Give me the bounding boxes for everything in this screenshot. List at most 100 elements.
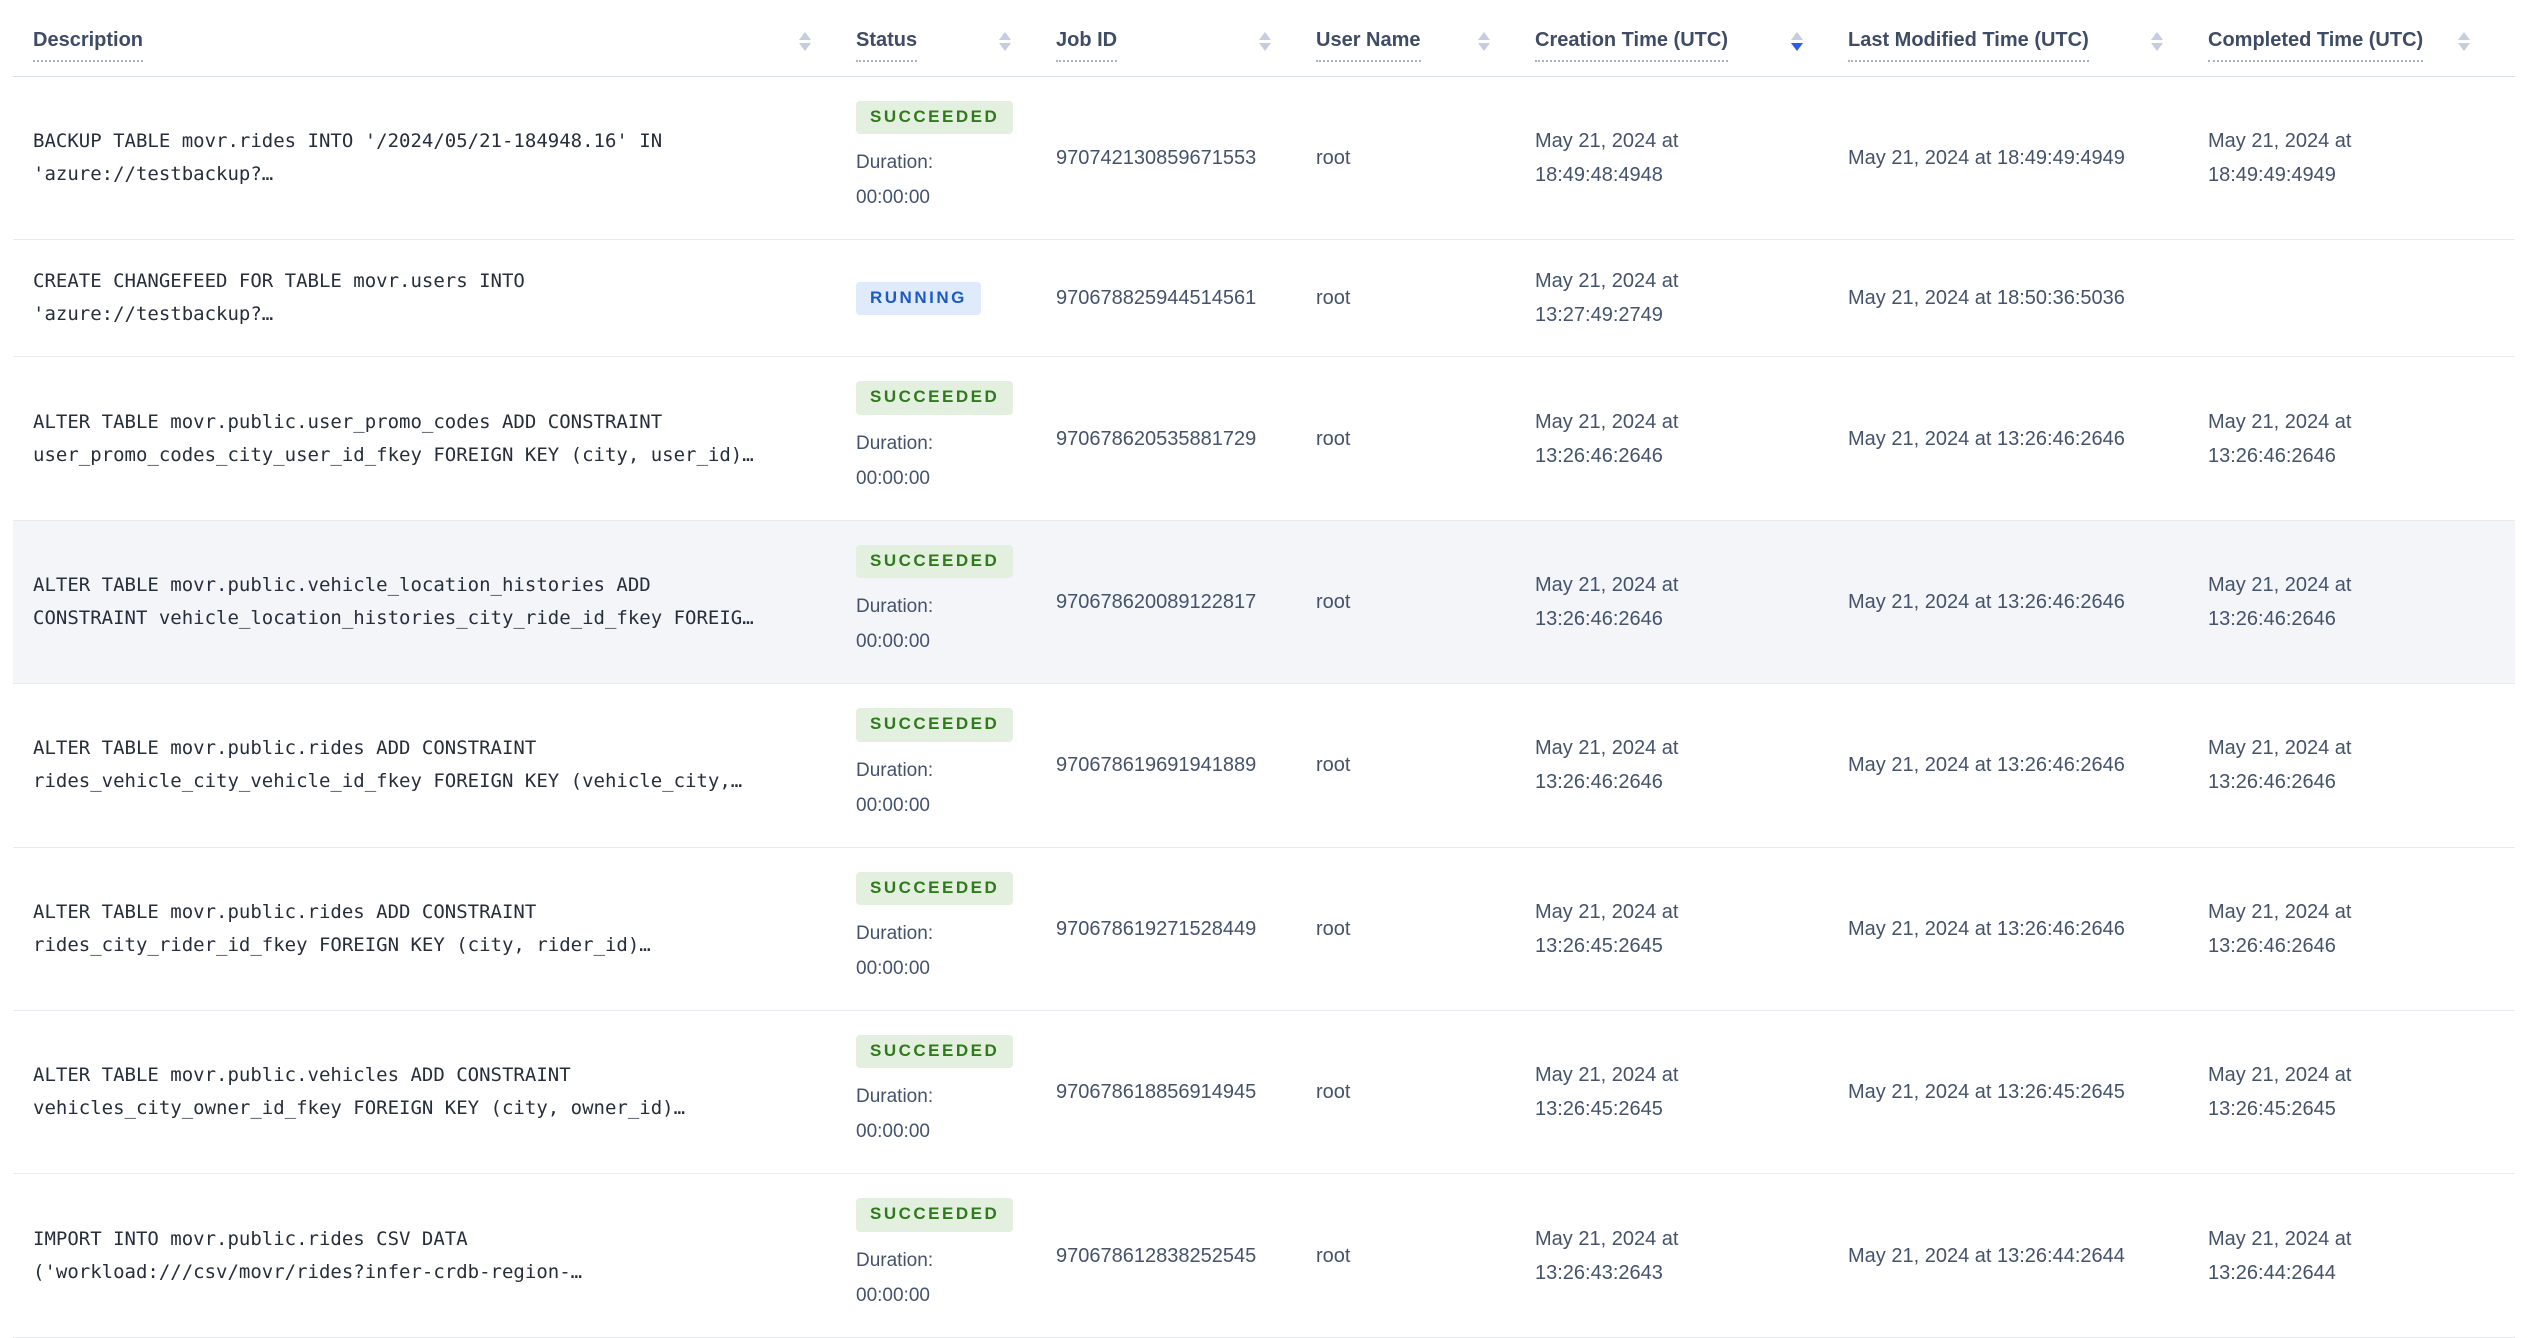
column-header-job-id[interactable]: Job ID <box>1056 20 1316 76</box>
completed-time-cell: May 21, 2024 at 18:49:49:4949 <box>2208 124 2515 192</box>
column-header-last-modified-time-utc[interactable]: Last Modified Time (UTC) <box>1848 20 2208 76</box>
sort-asc-arrow <box>2458 32 2470 40</box>
last-modified-time-cell: May 21, 2024 at 13:26:46:2646 <box>1848 422 2208 456</box>
sort-icon <box>1791 32 1803 51</box>
sort-asc-arrow <box>2151 32 2163 40</box>
job-description-link[interactable]: ALTER TABLE movr.public.vehicles ADD CON… <box>33 1064 686 1120</box>
sort-asc-arrow <box>1259 32 1271 40</box>
job-description-cell: ALTER TABLE movr.public.rides ADD CONSTR… <box>13 732 856 798</box>
completed-time-cell: May 21, 2024 at 13:26:46:2646 <box>2208 895 2515 963</box>
user-name: root <box>1316 590 1351 613</box>
sort-asc-arrow <box>1478 32 1490 40</box>
last-modified-time-cell: May 21, 2024 at 13:26:46:2646 <box>1848 912 2208 946</box>
status-badge: SUCCEEDED <box>856 381 1014 415</box>
job-duration: Duration: 00:00:00 <box>856 589 933 659</box>
job-duration-label: Duration: <box>856 759 934 781</box>
creation-time: May 21, 2024 at 13:26:46:2646 <box>1535 410 1679 467</box>
job-description-link[interactable]: BACKUP TABLE movr.rides INTO '/2024/05/2… <box>33 130 663 186</box>
job-id: 970678618856914945 <box>1056 1081 1257 1104</box>
job-description-link[interactable]: CREATE CHANGEFEED FOR TABLE movr.users I… <box>33 270 525 326</box>
job-duration-value: 00:00:00 <box>856 187 930 209</box>
job-description-link[interactable]: IMPORT INTO movr.public.rides CSV DATA (… <box>33 1227 583 1283</box>
last-modified-time: May 21, 2024 at 13:26:45:2645 <box>1848 1081 2125 1104</box>
completed-time: May 21, 2024 at 13:26:46:2646 <box>2208 737 2352 794</box>
last-modified-time: May 21, 2024 at 13:26:46:2646 <box>1848 917 2125 940</box>
column-header-label: Job ID <box>1056 28 1118 62</box>
job-duration: Duration: 00:00:00 <box>856 916 933 986</box>
sort-desc-arrow <box>2151 43 2163 51</box>
job-description-cell: ALTER TABLE movr.public.vehicle_location… <box>13 569 856 635</box>
sort-desc-arrow <box>1791 43 1803 51</box>
job-description-cell: CREATE CHANGEFEED FOR TABLE movr.users I… <box>13 265 856 331</box>
sort-desc-arrow <box>999 43 1011 51</box>
creation-time: May 21, 2024 at 13:26:45:2645 <box>1535 900 1679 957</box>
sort-asc-arrow <box>999 32 1011 40</box>
status-badge: SUCCEEDED <box>856 1034 1014 1069</box>
completed-time-cell: May 21, 2024 at 13:26:46:2646 <box>2208 731 2515 799</box>
job-description-link[interactable]: ALTER TABLE movr.public.rides ADD CONSTR… <box>33 900 651 956</box>
job-id-cell: 970678612838252545 <box>1056 1239 1316 1273</box>
last-modified-time: May 21, 2024 at 13:26:46:2646 <box>1848 427 2125 450</box>
creation-time-cell: May 21, 2024 at 13:26:46:2646 <box>1535 731 1848 799</box>
job-id-cell: 970742130859671553 <box>1056 141 1316 175</box>
column-header-creation-time-utc[interactable]: Creation Time (UTC) <box>1535 20 1848 76</box>
user-name: root <box>1316 1244 1351 1267</box>
table-row: BACKUP TABLE movr.rides INTO '/2024/05/2… <box>13 77 2515 241</box>
last-modified-time-cell: May 21, 2024 at 13:26:44:2644 <box>1848 1239 2208 1273</box>
job-id: 970678612838252545 <box>1056 1244 1257 1267</box>
job-status-cell: SUCCEEDED Duration: 00:00:00 <box>856 708 1056 822</box>
table-row: ALTER TABLE movr.public.rides ADD CONSTR… <box>13 684 2515 848</box>
status-badge: SUCCEEDED <box>856 101 1014 135</box>
user-name-cell: root <box>1316 422 1535 456</box>
column-header-description[interactable]: Description <box>13 20 856 76</box>
job-status-cell: RUNNING <box>856 281 1056 316</box>
completed-time: May 21, 2024 at 13:26:45:2645 <box>2208 1064 2352 1121</box>
job-id-cell: 970678620089122817 <box>1056 585 1316 619</box>
job-description-cell: BACKUP TABLE movr.rides INTO '/2024/05/2… <box>13 125 856 191</box>
creation-time: May 21, 2024 at 18:49:48:4948 <box>1535 130 1679 187</box>
job-duration-value: 00:00:00 <box>856 1284 930 1306</box>
user-name: root <box>1316 147 1351 170</box>
last-modified-time: May 21, 2024 at 18:49:49:4949 <box>1848 147 2125 170</box>
completed-time-cell: May 21, 2024 at 13:26:44:2644 <box>2208 1222 2515 1290</box>
column-header-label: Status <box>856 28 918 62</box>
user-name-cell: root <box>1316 1075 1535 1109</box>
completed-time: May 21, 2024 at 13:26:46:2646 <box>2208 410 2352 467</box>
creation-time-cell: May 21, 2024 at 13:26:43:2643 <box>1535 1222 1848 1290</box>
status-badge: SUCCEEDED <box>856 1198 1014 1232</box>
job-description-cell: ALTER TABLE movr.public.vehicles ADD CON… <box>13 1059 856 1125</box>
job-description-link[interactable]: ALTER TABLE movr.public.user_promo_codes… <box>33 410 754 466</box>
status-badge: SUCCEEDED <box>856 871 1014 905</box>
creation-time: May 21, 2024 at 13:26:45:2645 <box>1535 1064 1679 1121</box>
job-duration-label: Duration: <box>856 432 934 454</box>
table-row: IMPORT INTO movr.public.rides CSV DATA (… <box>13 1174 2515 1338</box>
sort-icon <box>1259 32 1271 51</box>
status-badge: SUCCEEDED <box>856 708 1014 742</box>
job-id-cell: 970678619271528449 <box>1056 912 1316 946</box>
creation-time-cell: May 21, 2024 at 18:49:48:4948 <box>1535 124 1848 192</box>
column-header-completed-time-utc[interactable]: Completed Time (UTC) <box>2208 20 2515 76</box>
last-modified-time-cell: May 21, 2024 at 13:26:46:2646 <box>1848 748 2208 782</box>
creation-time-cell: May 21, 2024 at 13:26:46:2646 <box>1535 568 1848 636</box>
column-header-status[interactable]: Status <box>856 20 1056 76</box>
completed-time: May 21, 2024 at 13:26:46:2646 <box>2208 573 2352 630</box>
table-row: ALTER TABLE movr.public.rides ADD CONSTR… <box>13 847 2515 1011</box>
column-header-user-name[interactable]: User Name <box>1316 20 1535 76</box>
job-status-cell: SUCCEEDED Duration: 00:00:00 <box>856 101 1056 215</box>
table-row: CREATE CHANGEFEED FOR TABLE movr.users I… <box>13 240 2515 358</box>
column-header-label: Completed Time (UTC) <box>2208 28 2424 62</box>
sort-icon <box>799 32 811 51</box>
user-name: root <box>1316 427 1351 450</box>
completed-time: May 21, 2024 at 18:49:49:4949 <box>2208 130 2352 187</box>
job-id-cell: 970678620535881729 <box>1056 422 1316 456</box>
job-description-link[interactable]: ALTER TABLE movr.public.rides ADD CONSTR… <box>33 737 743 793</box>
jobs-table: Description Status Job ID User Name Crea… <box>13 0 2515 1338</box>
job-description-link[interactable]: ALTER TABLE movr.public.vehicle_location… <box>33 573 754 629</box>
job-duration: Duration: 00:00:00 <box>856 1079 933 1149</box>
job-description-cell: IMPORT INTO movr.public.rides CSV DATA (… <box>13 1223 856 1289</box>
table-row: ALTER TABLE movr.public.vehicle_location… <box>13 520 2515 685</box>
job-duration-label: Duration: <box>856 1249 934 1271</box>
creation-time: May 21, 2024 at 13:26:46:2646 <box>1535 573 1679 630</box>
job-id-cell: 970678825944514561 <box>1056 281 1316 315</box>
job-status-cell: SUCCEEDED Duration: 00:00:00 <box>856 1034 1056 1149</box>
